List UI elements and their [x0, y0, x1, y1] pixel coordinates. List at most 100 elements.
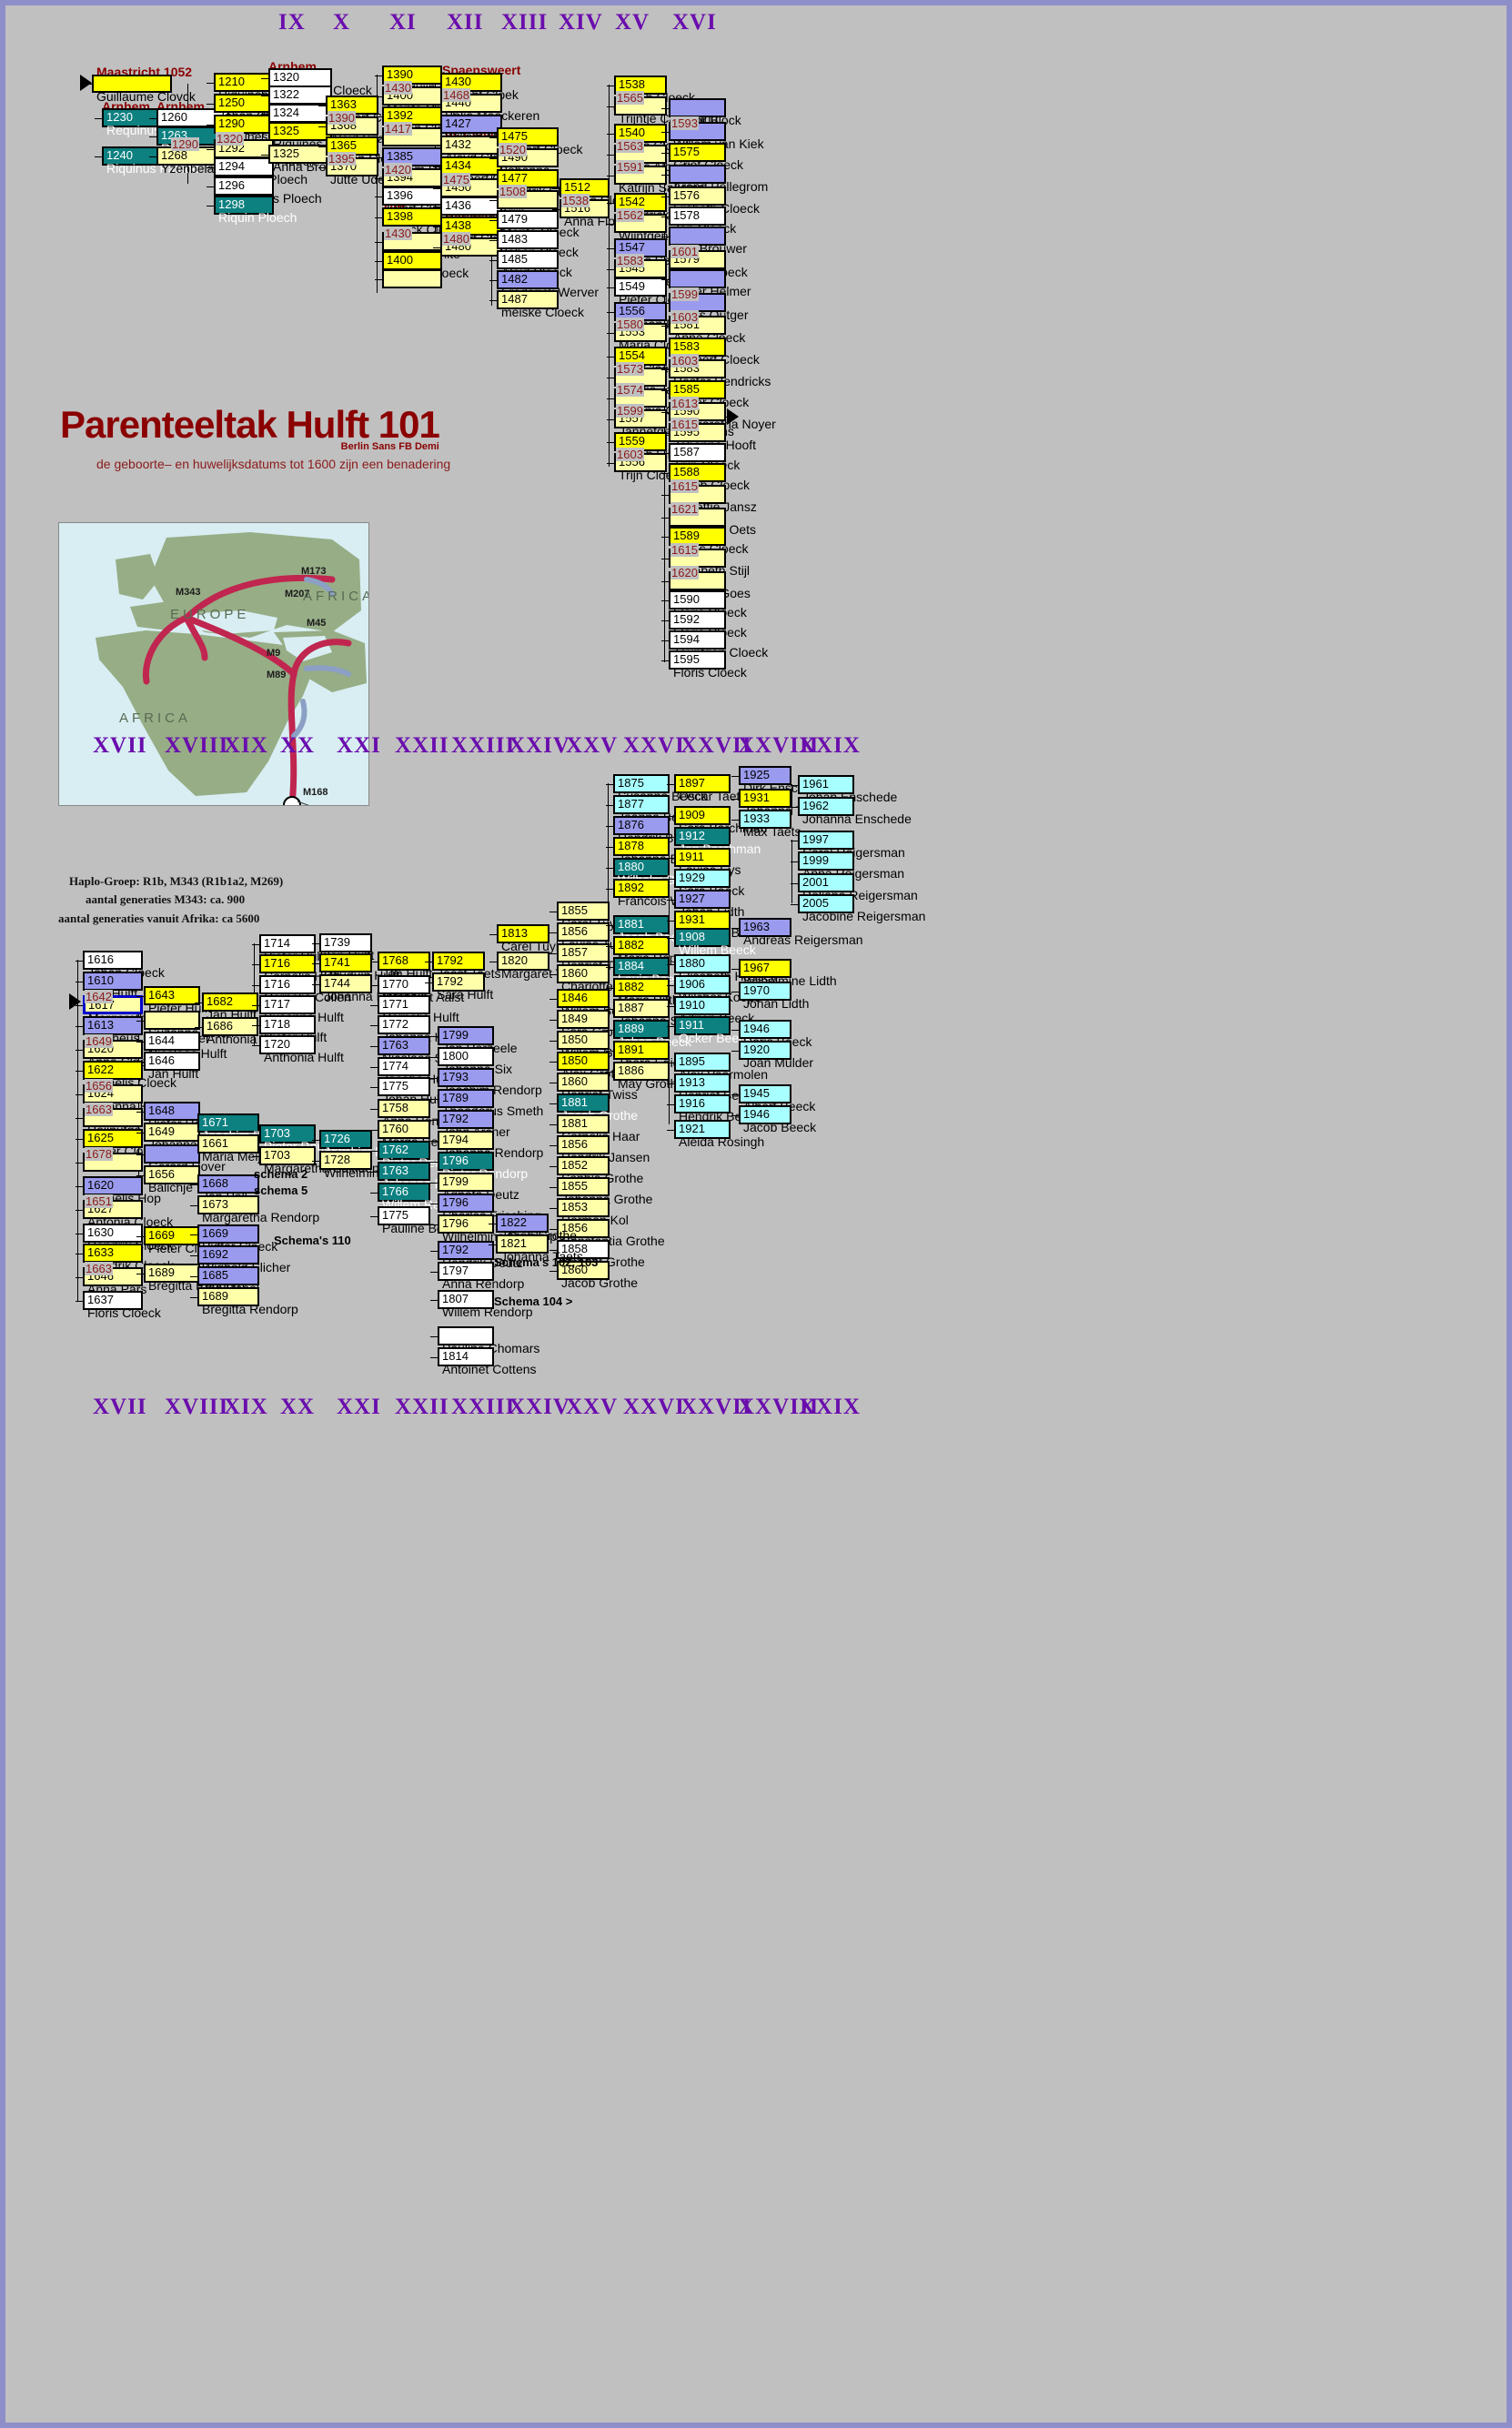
- person-box[interactable]: 2001 Deliana Reigersman: [798, 873, 918, 902]
- person-box[interactable]: 1610Jan Hulft: [83, 972, 143, 1000]
- person-box[interactable]: 1793Joachim Rendorp: [438, 1068, 542, 1096]
- person-box[interactable]: 1758Anna Rendorp: [378, 1099, 464, 1127]
- person-box[interactable]: 1929Sara Beeck: [674, 869, 744, 897]
- person-box[interactable]: 1648Pieter Rendorp: [144, 1102, 234, 1130]
- person-box[interactable]: 1860 Charlotte Tuyl: [557, 964, 640, 992]
- person-box[interactable]: 1910Adrien Beeck: [674, 996, 754, 1024]
- person-box[interactable]: 1799Jan Herzeele: [438, 1026, 518, 1054]
- person-box[interactable]: 1760Marga Rendorp: [378, 1120, 470, 1148]
- person-box[interactable]: [382, 269, 442, 288]
- person-box[interactable]: 1590Floris Cloeck: [669, 590, 747, 619]
- person-box[interactable]: 1920 Joan Mulder: [739, 1041, 813, 1069]
- person-box[interactable]: 1814 Antoinet Cottens: [438, 1347, 537, 1375]
- person-box[interactable]: 1398 Derick Cloeck: [382, 207, 465, 236]
- person-box[interactable]: 1322Gijsbert Cloeck: [268, 86, 359, 114]
- person-box[interactable]: 1718Pieter Hulft: [259, 1015, 327, 1043]
- person-box[interactable]: 1931Francois Beeck: [674, 911, 766, 939]
- person-box[interactable]: 1880Elisabeth Hasselt: [674, 954, 777, 982]
- person-box[interactable]: 1807 Willem Rendorp: [438, 1290, 533, 1318]
- person-box[interactable]: 1891Thora Egidius: [613, 1041, 696, 1069]
- person-box[interactable]: 1689 Bregitta Rendorp: [144, 1264, 245, 1292]
- person-box[interactable]: 1487 meiske Cloeck: [497, 290, 584, 318]
- person-box[interactable]: 1927Johan Lidth: [674, 890, 744, 918]
- person-box[interactable]: 1716Cornelis Hulft: [259, 954, 340, 982]
- person-box[interactable]: 1911Louise Eys: [674, 848, 741, 876]
- person-box[interactable]: 1644Nicolaas Hulft: [144, 1032, 227, 1060]
- person-box[interactable]: 1856Hendrik Jansen: [557, 1135, 650, 1164]
- person-box[interactable]: Guillaume Clovck: [92, 75, 196, 103]
- person-box[interactable]: 1876 Hendrik Barchman: [613, 816, 723, 844]
- person-box[interactable]: 1671Joachim Rendorp: [197, 1113, 302, 1142]
- person-box[interactable]: 1726 Joachim Rendorp: [319, 1130, 424, 1158]
- person-box[interactable]: 1792 Sara Hulft: [432, 972, 493, 1001]
- person-box[interactable]: Gerard Rover: [144, 1144, 226, 1173]
- person-box[interactable]: 1792Joost Taets: [432, 952, 501, 980]
- person-box[interactable]: 1946Doris Beeck: [739, 1020, 811, 1048]
- person-box[interactable]: 1576Lijsbeth Cloeck: [669, 186, 760, 215]
- person-box[interactable]: 1296Stephanus Ploech: [214, 176, 322, 205]
- person-box[interactable]: 1853Herman Kol: [557, 1198, 629, 1226]
- person-box[interactable]: 1775 Pauline Boreel: [378, 1206, 465, 1234]
- person-box[interactable]: 1961Johan Enschede: [798, 775, 897, 803]
- person-box[interactable]: 1970 Johan Lidth: [739, 982, 809, 1010]
- person-box[interactable]: Arend Pellegrom: [669, 165, 768, 193]
- person-box[interactable]: 1689 Bregitta Rendorp: [197, 1287, 298, 1315]
- person-box[interactable]: 1882Maria Ritthem: [613, 978, 697, 1006]
- person-box[interactable]: 1822Jacob Grothe: [496, 1214, 577, 1242]
- person-box[interactable]: 1813 Carel Tuyl: [497, 924, 559, 952]
- person-box[interactable]: Pauline Chomars: [438, 1326, 539, 1355]
- person-box[interactable]: 1649Johanna Hulft: [144, 1123, 227, 1151]
- person-box[interactable]: 1792Hendrik Deutz: [438, 1241, 523, 1269]
- person-box[interactable]: 1912Jan Barchman: [674, 827, 761, 855]
- person-box[interactable]: 1720 Anthonia Hulft: [259, 1035, 344, 1063]
- person-box[interactable]: 1479Menta Cloeck: [497, 210, 580, 238]
- person-box[interactable]: 1763 Johanna Rendorp: [378, 1162, 483, 1190]
- person-box[interactable]: Dirk Brouwer: [669, 227, 747, 255]
- person-box[interactable]: 1875Susanna Beeck: [613, 774, 707, 802]
- person-box[interactable]: 1482Frederick Werver: [497, 270, 599, 298]
- person-box[interactable]: 1967 Wilhelmine Lidth: [739, 959, 837, 987]
- person-box[interactable]: 1878Johanna Beeck: [613, 837, 706, 865]
- person-box[interactable]: 1997Carel Reigersman: [798, 831, 905, 859]
- person-box[interactable]: 1728 Wilhelmina Schuyt: [319, 1151, 428, 1179]
- person-box[interactable]: 1762Pieter Rendorp: [378, 1141, 468, 1169]
- person-box[interactable]: 2005 Jacobine Reigersman: [798, 894, 925, 922]
- person-box[interactable]: 1881Cornelia Haar: [557, 1114, 640, 1143]
- person-box[interactable]: 1630Hendrik Cloeck: [83, 1224, 174, 1252]
- person-box[interactable]: Suzanna Loten: [144, 1011, 234, 1039]
- person-box[interactable]: 1250Johan Cloeck: [214, 94, 296, 122]
- person-box[interactable]: 1771Cornelia Hulft: [378, 995, 459, 1023]
- person-box[interactable]: 1799Agneta Deutz: [438, 1173, 519, 1201]
- person-box[interactable]: 1685Jan Reael: [197, 1266, 259, 1295]
- person-box[interactable]: 1673 Margaretha Rendorp: [197, 1195, 319, 1224]
- person-box[interactable]: 1881Jacob Beeck: [613, 915, 690, 943]
- person-box[interactable]: 1857Henriet Tuyl: [557, 943, 630, 972]
- person-box[interactable]: 1578Jan Cloeck: [669, 207, 736, 235]
- person-box[interactable]: 1849Sara Grothe: [557, 1010, 630, 1038]
- person-box[interactable]: 1298 Riquin Ploech: [214, 196, 297, 224]
- person-box[interactable]: 1881Jacob Grothe: [557, 1093, 638, 1122]
- person-box[interactable]: 1661 Maria Meijners: [197, 1134, 286, 1163]
- person-box[interactable]: 1625 Pieter Cloeck: [83, 1129, 163, 1157]
- person-box[interactable]: 1616Johan Cloeck: [83, 951, 165, 979]
- person-box[interactable]: 1549 Pieter Cloeck: [614, 277, 694, 306]
- person-box[interactable]: 1856Louise Tuyl: [557, 922, 626, 951]
- person-box[interactable]: 1860Henriet Twiss: [557, 1073, 638, 1101]
- person-box[interactable]: 1880Wilhelm Beeck: [613, 858, 702, 886]
- person-box[interactable]: 1855Carel Tuyl: [557, 902, 619, 930]
- person-box[interactable]: 1962 Johanna Enschede: [798, 797, 912, 825]
- person-box[interactable]: 1846Willem Beeck: [557, 989, 639, 1017]
- person-box[interactable]: 1775Johan Hulft: [378, 1077, 447, 1105]
- person-box[interactable]: 1210Riquines Cloeck: [214, 73, 310, 101]
- person-box[interactable]: 1716Cornelia Collen: [259, 975, 351, 1003]
- person-box[interactable]: 1921 Aleida Rosingh: [674, 1120, 764, 1148]
- person-box[interactable]: 1633 Hendrik Cloeck: [83, 1244, 174, 1272]
- person-box[interactable]: 1886 May Grothe: [613, 1062, 684, 1090]
- person-box[interactable]: 1575Griet Cloeck: [669, 143, 743, 171]
- person-box[interactable]: 1892 Francois Wttewaall: [613, 879, 725, 907]
- person-box[interactable]: 1821 Johanna Taets: [496, 1234, 583, 1263]
- person-box[interactable]: 1796Pieter Rendorp: [438, 1152, 528, 1180]
- person-box[interactable]: 1432Aleyd Cloeck: [440, 136, 519, 164]
